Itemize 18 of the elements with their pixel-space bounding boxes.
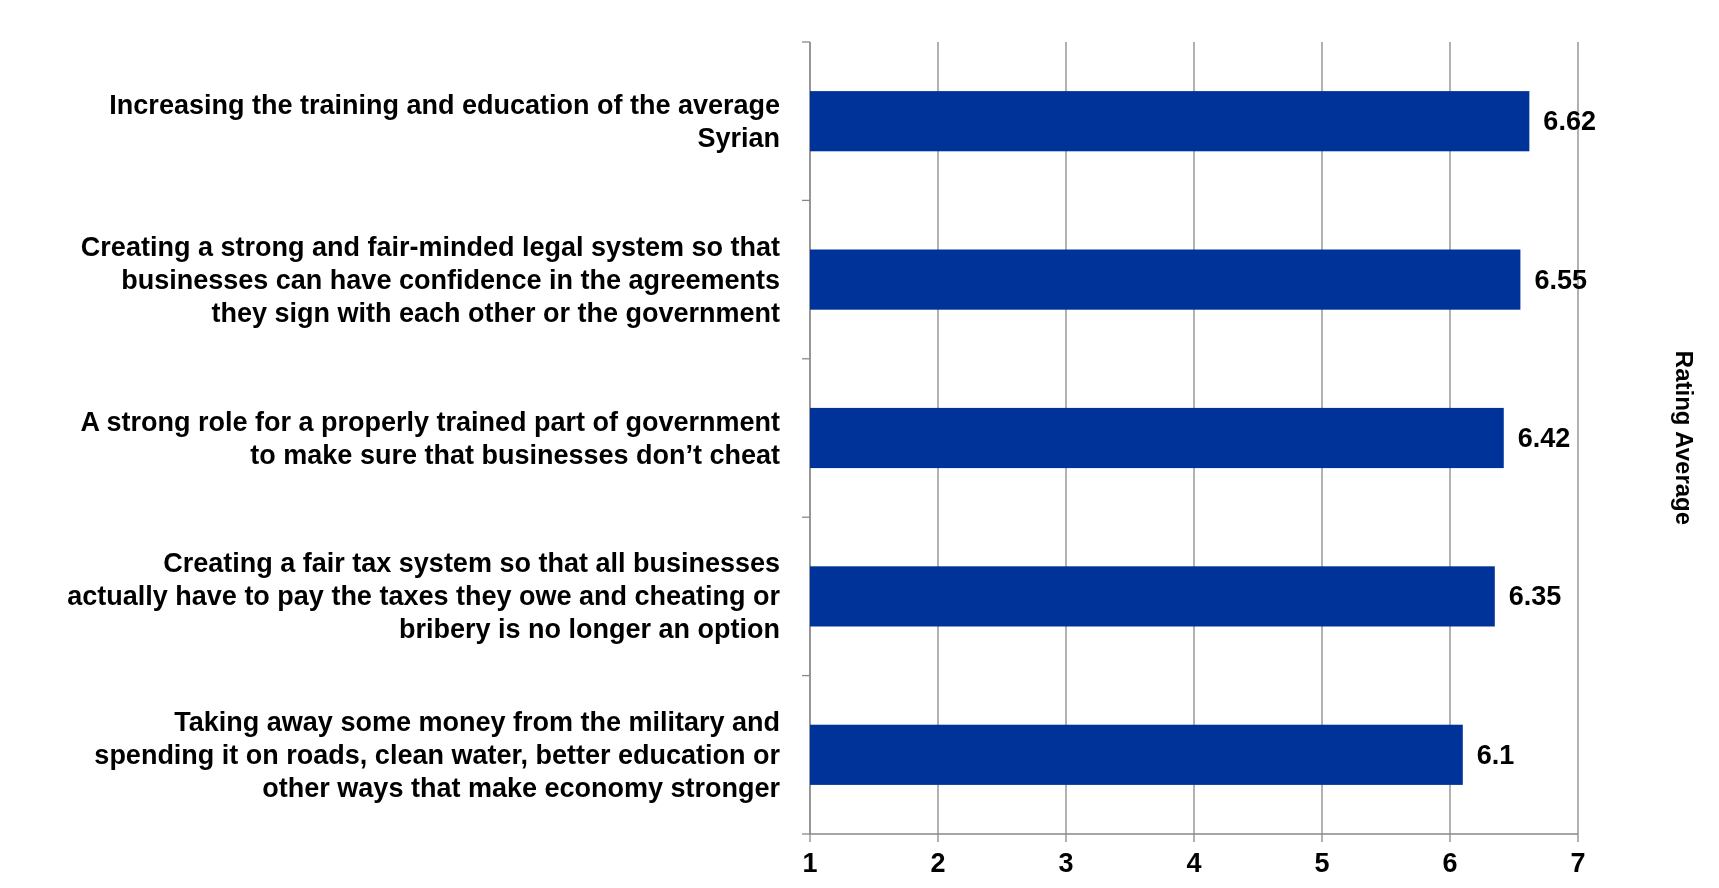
y-tick-label: Creating a strong and fair-minded legal system so that businesses can have confidence in the agreements they sign with each other or the government — [80, 231, 781, 328]
y-tick-label: A strong role for a properly trained part of government to make sure that businesses don’t cheat — [80, 406, 780, 470]
y-tick-label: Creating a fair tax system so that all businesses actually have to pay the taxes they owe and cheating or bribery is no longer an option — [67, 548, 781, 645]
data-label: 6.55 — [1534, 264, 1587, 295]
data-label: 6.42 — [1517, 423, 1571, 453]
x-tick-label: 6 — [1442, 848, 1458, 878]
x-tick-label: 5 — [1314, 848, 1330, 878]
x-tick-label: 2 — [930, 848, 946, 878]
y-tick-label: Taking away some money from the military and spending it on roads, clean water, better education or other ways that make economy stronger — [94, 706, 781, 803]
x-tick-label: 3 — [1058, 848, 1074, 878]
data-label: 6.62 — [1543, 106, 1596, 137]
x-tick-label: 7 — [1570, 848, 1586, 878]
y-axis-title: Rating Average — [1671, 350, 1698, 526]
y-tick-label: Increasing the training and education of the average Syrian — [109, 89, 780, 153]
data-label: 6.1 — [1476, 739, 1515, 770]
x-tick-label: 4 — [1186, 848, 1202, 878]
data-label: 6.35 — [1508, 581, 1562, 612]
x-tick-label: 1 — [802, 848, 818, 878]
